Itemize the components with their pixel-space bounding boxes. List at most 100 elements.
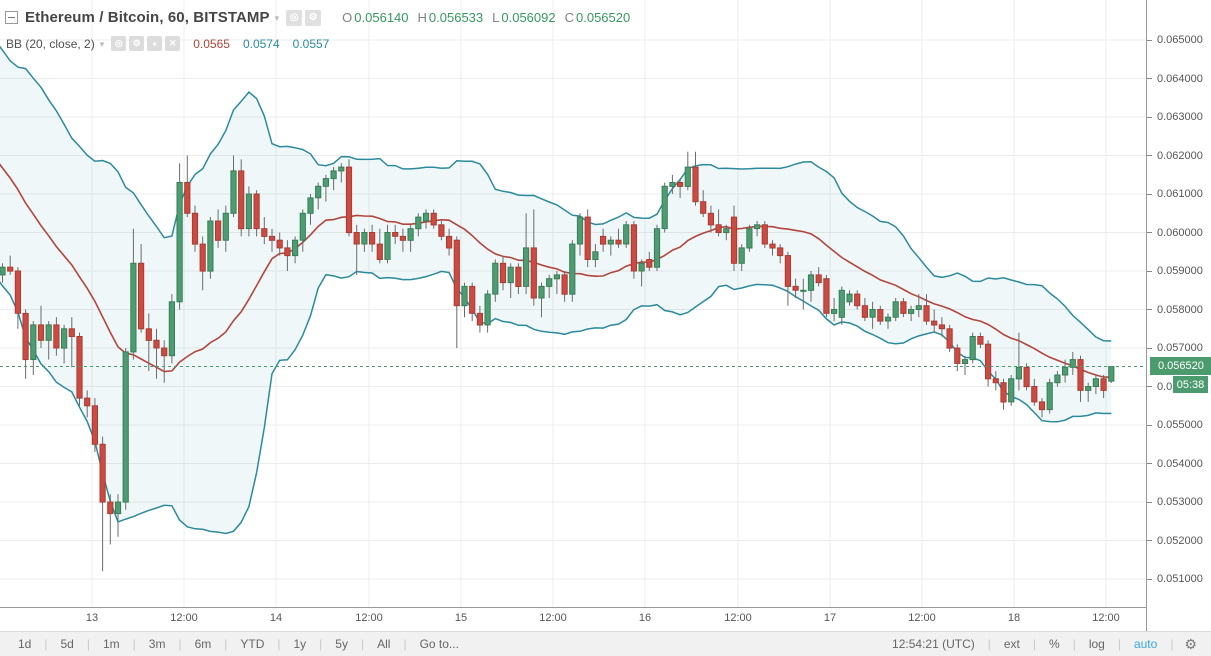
toolbar-divider: | [1032,637,1037,651]
indicator-gear-icon[interactable]: ⚙ [129,36,145,51]
time-tick-label: 12:00 [1092,612,1120,624]
price-tick-label: 0.054000 [1157,457,1203,470]
indicator-header: BB (20, close, 2) ▾ ◎ ⚙ + ✕ 0.0565 0.057… [6,36,329,51]
collapse-icon[interactable] [5,11,18,24]
bottom-toolbar: 1d | 5d | 1m | 3m | 6m | YTD | 1y | 5y | All | Go to... 12… [0,631,1211,656]
toolbar-item-ext[interactable]: ext [1003,637,1020,651]
price-tick: 0.064000 [1147,72,1203,86]
toolbar-divider: | [86,637,90,651]
price-tick-label: 0.058000 [1157,303,1203,316]
chart-canvas[interactable] [0,0,1146,607]
range-button-5y[interactable]: 5y [335,637,348,651]
bar-countdown-badge: 05:38 [1173,376,1208,394]
range-button-5d[interactable]: 5d [60,637,74,651]
chevron-down-icon[interactable]: ▾ [99,39,105,49]
indicator-close-icon[interactable]: ✕ [165,36,181,51]
time-tick-label: 12:00 [355,612,383,624]
price-tick-mark [1147,347,1152,349]
price-tick: 0.059000 [1147,264,1203,278]
toolbar-divider: | [1170,637,1174,651]
price-tick-mark [1147,270,1152,272]
price-tick-label: 0.059000 [1157,265,1203,278]
time-tick-label: 18 [1007,612,1021,624]
toolbar-item-percent[interactable]: % [1049,637,1060,651]
price-tick-mark [1147,232,1152,234]
close-label: C [564,10,574,25]
time-tick-label: 16 [638,612,652,624]
range-selector: 1d | 5d | 1m | 3m | 6m | YTD | 1y | 5y | All | Go to... [0,635,465,653]
price-tick-label: 0.051000 [1157,573,1203,586]
symbol-settings-gear-icon[interactable]: ⚙ [305,9,322,26]
range-button-1d[interactable]: 1d [18,637,32,651]
ohlc-readout: O 0.056140 H 0.056533 L 0.056092 C 0.056… [333,10,630,25]
price-tick: 0.060000 [1147,226,1203,240]
time-tick-label: 12:00 [908,612,936,624]
price-tick: 0.057000 [1147,341,1203,355]
settings-gear-icon[interactable]: ⚙ [1184,635,1197,652]
bb-lower-value: 0.0557 [292,36,330,51]
price-tick-mark [1147,193,1152,195]
price-tick-label: 0.063000 [1157,111,1203,124]
range-button-ytd[interactable]: YTD [240,637,265,651]
price-tick: 0.052000 [1147,534,1203,548]
price-tick: 0.063000 [1147,110,1203,124]
toolbar-divider: | [987,637,991,651]
range-button-6m[interactable]: 6m [194,637,212,651]
time-tick-label: 14 [269,612,283,624]
range-button-1y[interactable]: 1y [293,637,307,651]
bb-upper-value: 0.0574 [242,36,280,51]
price-tick: 0.062000 [1147,149,1203,163]
price-tick: 0.058000 [1147,303,1203,317]
time-tick-label: 13 [85,612,99,624]
symbol-title[interactable]: Ethereum / Bitcoin, 60, BITSTAMP [25,9,270,26]
range-button-all[interactable]: All [377,637,391,651]
toolbar-divider: | [319,637,323,651]
price-tick-label: 0.057000 [1157,342,1203,355]
toolbar-divider: | [224,637,228,651]
indicator-add-icon[interactable]: + [147,36,163,51]
price-tick-mark [1147,578,1152,580]
time-tick-label: 15 [454,612,468,624]
toolbar-divider: | [132,637,136,651]
goto-button[interactable]: Go to... [419,637,459,651]
range-button-1m[interactable]: 1m [102,637,120,651]
chevron-down-icon[interactable]: ▾ [274,13,280,23]
open-value: 0.056140 [354,10,409,25]
price-tick: 0.061000 [1147,187,1203,201]
toolbar-item-log[interactable]: log [1088,637,1105,651]
price-axis[interactable]: 0.065000 0.064000 0.063000 0.062000 0.061000… [1146,0,1211,631]
toolbar-divider: | [277,637,281,651]
price-tick-label: 0.065000 [1157,34,1203,47]
high-value: 0.056533 [428,10,484,25]
toolbar-divider: | [1117,637,1121,651]
price-tick-mark [1147,540,1152,542]
chart-plot-area: Ethereum / Bitcoin, 60, BITSTAMP ▾ ◎ ⚙ O… [0,0,1146,607]
time-tick-label: 12:00 [724,612,752,624]
price-tick-mark [1147,309,1152,311]
high-label: H [417,10,427,25]
toolbar-divider: | [360,637,365,651]
low-value: 0.056092 [501,10,556,25]
price-tick-label: 0.061000 [1157,188,1203,201]
compare-icon[interactable]: ◎ [286,9,303,26]
toolbar-divider: | [403,637,407,651]
open-label: O [342,10,353,25]
range-button-3m[interactable]: 3m [148,637,166,651]
toolbar-item-auto[interactable]: auto [1133,637,1158,651]
indicator-title: BB (20, close, 2) [6,36,95,51]
time-tick-label: 12:00 [170,612,198,624]
last-price-badge: 0.056520 [1150,357,1211,376]
price-tick-label: 0.060000 [1157,226,1203,239]
price-tick-label: 0.052000 [1157,534,1203,547]
clock-display[interactable]: 12:54:21 (UTC) [892,637,975,651]
time-axis[interactable]: 13 12:00 14 12:00 15 12:00 16 12:00 17 12:00 18 12:… [0,607,1146,631]
indicator-eye-icon[interactable]: ◎ [111,36,127,51]
toolbar-divider: | [178,637,182,651]
low-label: L [492,10,500,25]
price-tick: 0.055000 [1147,418,1203,432]
price-tick-mark [1147,116,1152,118]
close-value: 0.056520 [576,10,631,25]
price-tick-label: 0.053000 [1157,496,1203,509]
price-tick: 0.053000 [1147,495,1203,509]
